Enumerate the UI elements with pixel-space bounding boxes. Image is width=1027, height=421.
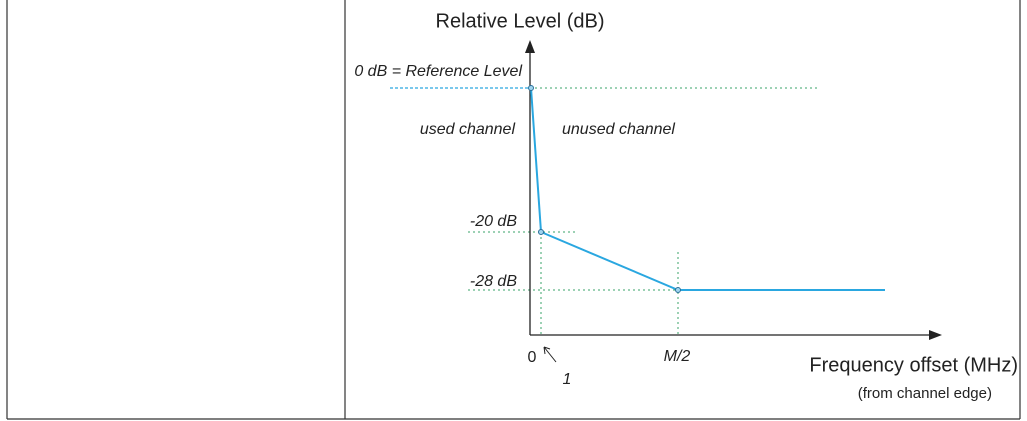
x-mark: 1 xyxy=(563,371,572,388)
y-axis-label: Relative Level (dB) xyxy=(436,10,605,32)
x-mark: M/2 xyxy=(664,348,691,365)
vertex xyxy=(675,287,681,293)
region-label: used channel xyxy=(420,121,516,138)
arrow-head xyxy=(525,40,535,53)
reference-label: 0 dB = Reference Level xyxy=(354,63,522,80)
x-axis-sublabel: (from channel edge) xyxy=(858,385,992,402)
level-label: -20 dB xyxy=(470,213,517,230)
axes xyxy=(529,50,930,336)
guides xyxy=(468,87,820,335)
mask-curve xyxy=(530,87,885,291)
table-borders xyxy=(6,0,1021,420)
x-mark: 0 xyxy=(528,349,537,366)
arrow-head xyxy=(929,330,942,340)
level-label: -28 dB xyxy=(470,273,517,290)
pointer-arrow xyxy=(543,346,557,363)
vertices xyxy=(528,85,681,293)
vertex xyxy=(538,229,544,235)
vertex xyxy=(528,85,534,91)
region-label: unused channel xyxy=(562,121,675,138)
x-axis-label: Frequency offset (MHz) xyxy=(809,354,1018,376)
